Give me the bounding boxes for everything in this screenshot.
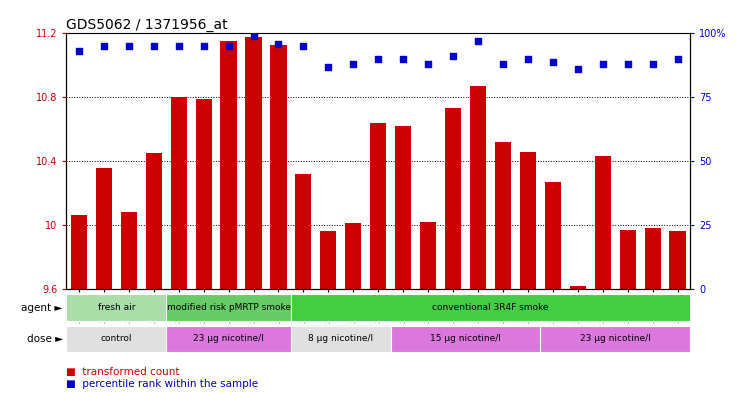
- Point: [422, 61, 434, 67]
- Text: ■  percentile rank within the sample: ■ percentile rank within the sample: [66, 379, 258, 389]
- Bar: [291, 326, 390, 352]
- Bar: [644, 228, 661, 289]
- Bar: [540, 326, 690, 352]
- Bar: [295, 174, 311, 289]
- Bar: [520, 152, 536, 289]
- Bar: [291, 294, 690, 321]
- Point: [447, 53, 459, 59]
- Point: [248, 33, 260, 39]
- Text: ■  transformed count: ■ transformed count: [66, 367, 180, 377]
- Point: [223, 43, 235, 49]
- Point: [472, 38, 484, 44]
- Bar: [445, 108, 461, 289]
- Bar: [669, 231, 686, 289]
- Text: 15 μg nicotine/l: 15 μg nicotine/l: [430, 334, 501, 343]
- Point: [73, 48, 85, 54]
- Bar: [320, 231, 337, 289]
- Text: 23 μg nicotine/l: 23 μg nicotine/l: [580, 334, 651, 343]
- Point: [522, 56, 534, 62]
- Text: modified risk pMRTP smoke: modified risk pMRTP smoke: [167, 303, 291, 312]
- Point: [397, 56, 409, 62]
- Bar: [495, 142, 511, 289]
- Point: [98, 43, 110, 49]
- Point: [173, 43, 184, 49]
- Bar: [96, 167, 112, 289]
- Point: [373, 56, 384, 62]
- Point: [672, 56, 683, 62]
- Point: [348, 61, 359, 67]
- Bar: [71, 215, 87, 289]
- Bar: [121, 212, 137, 289]
- Point: [622, 61, 634, 67]
- Point: [597, 61, 609, 67]
- Text: 8 μg nicotine/l: 8 μg nicotine/l: [308, 334, 373, 343]
- Bar: [345, 223, 362, 289]
- Bar: [66, 326, 166, 352]
- Bar: [221, 41, 237, 289]
- Point: [198, 43, 210, 49]
- Bar: [166, 294, 291, 321]
- Text: 23 μg nicotine/l: 23 μg nicotine/l: [193, 334, 264, 343]
- Text: control: control: [100, 334, 132, 343]
- Bar: [166, 326, 291, 352]
- Bar: [395, 126, 411, 289]
- Bar: [370, 123, 386, 289]
- Point: [272, 40, 284, 47]
- Text: fresh air: fresh air: [97, 303, 135, 312]
- Bar: [570, 286, 586, 289]
- Point: [323, 63, 334, 70]
- Point: [297, 43, 309, 49]
- Bar: [246, 37, 261, 289]
- Point: [646, 61, 658, 67]
- Point: [123, 43, 135, 49]
- Bar: [196, 99, 212, 289]
- Bar: [145, 153, 162, 289]
- Bar: [170, 97, 187, 289]
- Bar: [270, 44, 286, 289]
- Point: [547, 58, 559, 64]
- Point: [572, 66, 584, 72]
- Bar: [390, 326, 540, 352]
- Bar: [66, 294, 166, 321]
- Point: [148, 43, 159, 49]
- Text: dose ►: dose ►: [27, 334, 63, 344]
- Bar: [420, 222, 436, 289]
- Text: agent ►: agent ►: [21, 303, 63, 312]
- Text: GDS5062 / 1371956_at: GDS5062 / 1371956_at: [66, 18, 228, 32]
- Bar: [620, 230, 635, 289]
- Bar: [470, 86, 486, 289]
- Text: conventional 3R4F smoke: conventional 3R4F smoke: [432, 303, 549, 312]
- Bar: [545, 182, 561, 289]
- Point: [497, 61, 509, 67]
- Bar: [595, 156, 611, 289]
